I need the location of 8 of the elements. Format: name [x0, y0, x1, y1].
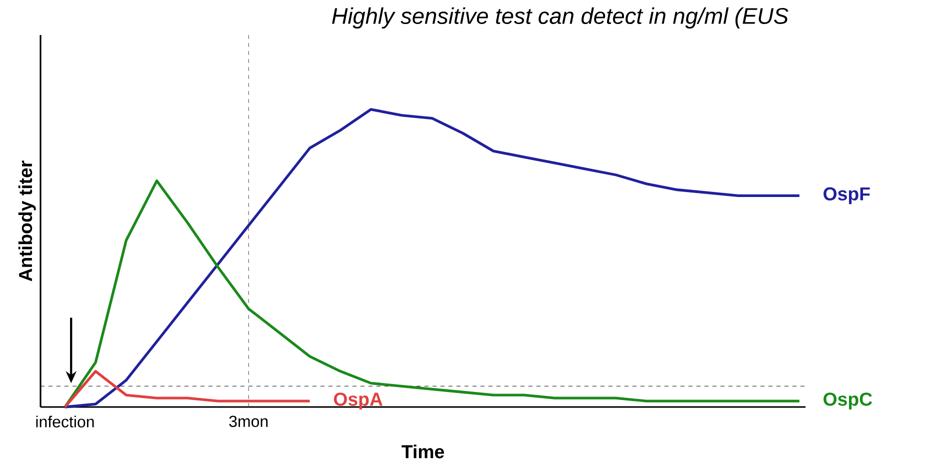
x-axis-title: Time: [402, 444, 444, 458]
series-label: OspF: [824, 187, 870, 204]
x-tick-label: 3mon: [229, 416, 268, 428]
y-axis-title: Antibody titer: [18, 160, 36, 282]
x-tick-label: infection: [36, 416, 94, 428]
series-label: OspC: [824, 392, 872, 410]
series-label: OspA: [334, 392, 382, 410]
chart-title: Highly sensitive test can detect in ng/ml (EUS: [332, 7, 788, 29]
